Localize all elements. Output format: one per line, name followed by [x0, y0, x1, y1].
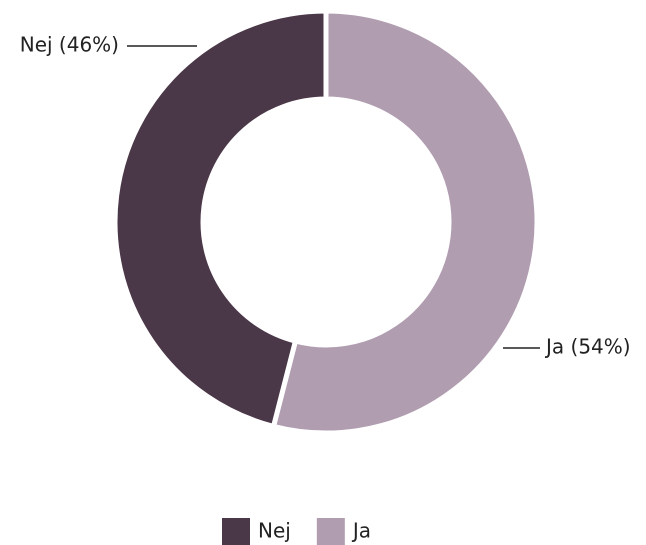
donut-slice	[270, 8, 540, 436]
legend-swatch	[316, 518, 345, 545]
donut-slice	[112, 8, 329, 430]
legend-label: Nej	[258, 519, 291, 543]
legend-swatch	[222, 518, 250, 545]
slice-label: Nej (46%)	[20, 33, 119, 57]
slice-label: Ja (54%)	[544, 335, 631, 359]
legend-label: Ja	[351, 519, 371, 543]
